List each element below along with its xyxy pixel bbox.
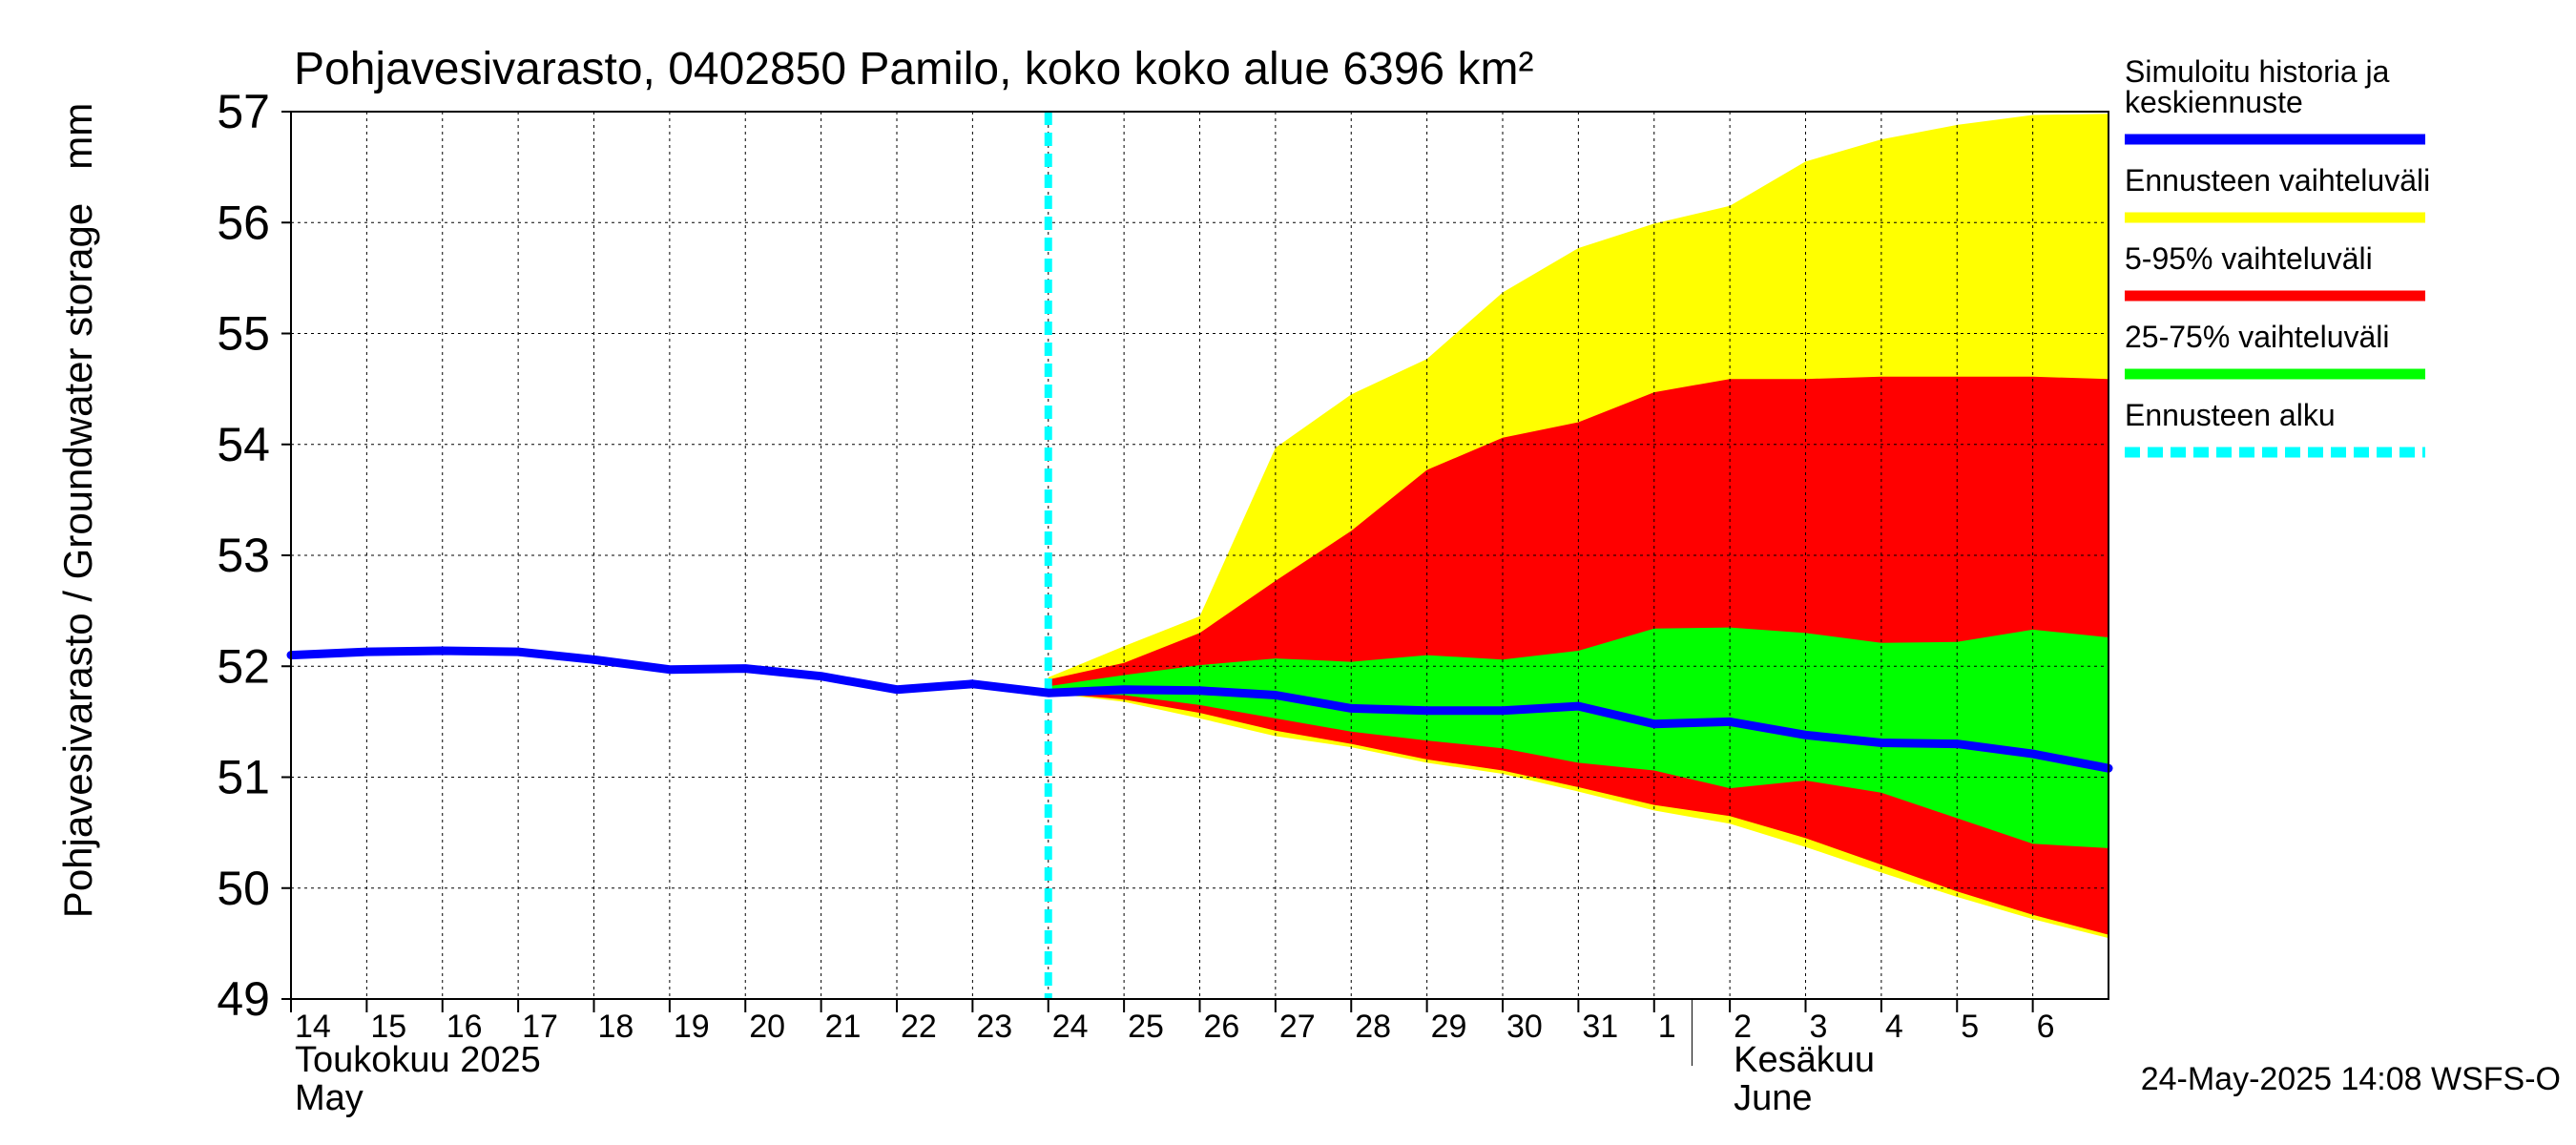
x-tick-label: 15 [370, 1009, 406, 1045]
month-label: June [1734, 1078, 1812, 1118]
x-tick-label: 29 [1431, 1009, 1467, 1045]
x-tick-label: 24 [1052, 1009, 1089, 1045]
x-axis-ticks: 14 15 16 17 18 19 20 21 22 23 24 25 26 27 28 29 30 31 1 2 3 4… [290, 999, 2055, 1045]
history-line-group [286, 646, 2113, 773]
x-tick-label: 22 [901, 1009, 937, 1045]
x-tick-label: 19 [674, 1009, 710, 1045]
footer-timestamp: 24-May-2025 14:08 WSFS-O [2141, 1061, 2561, 1097]
x-tick-label: 1 [1658, 1009, 1676, 1045]
y-tick-label: 49 [217, 972, 270, 1026]
band-2 [1048, 627, 2109, 848]
legend-label: Ennusteen alku [2125, 398, 2336, 432]
x-tick-label: 27 [1279, 1009, 1316, 1045]
legend-label: 5-95% vaihteluväli [2125, 241, 2373, 276]
legend-label: 25-75% vaihteluväli [2125, 320, 2390, 354]
x-tick-label: 21 [825, 1009, 862, 1045]
y-tick-label: 54 [217, 418, 270, 471]
x-tick-label: 26 [1204, 1009, 1240, 1045]
y-axis-ticks: 49 50 51 52 53 54 55 56 57 [217, 85, 291, 1026]
y-tick-label: 53 [217, 529, 270, 582]
x-tick-label: 14 [295, 1009, 331, 1045]
x-tick-label: 18 [598, 1009, 634, 1045]
y-tick-label: 51 [217, 751, 270, 804]
legend-label: Ennusteen vaihteluväli [2125, 163, 2430, 198]
x-tick-label: 2 [1734, 1009, 1752, 1045]
chart-title: Pohjavesivarasto, 0402850 Pamilo, koko k… [294, 44, 1533, 94]
y-tick-label: 56 [217, 196, 270, 249]
y-tick-label: 50 [217, 862, 270, 915]
x-tick-label: 23 [976, 1009, 1012, 1045]
month-label: Toukokuu 2025 [295, 1040, 541, 1080]
y-tick-label: 52 [217, 639, 270, 693]
x-tick-label: 16 [447, 1009, 483, 1045]
y-axis-label: Pohjavesivarasto / Groundwater storage m… [55, 103, 100, 918]
x-tick-label: 4 [1885, 1009, 1903, 1045]
x-tick-label: 5 [1961, 1009, 1979, 1045]
y-tick-label: 57 [217, 85, 270, 138]
x-tick-label: 3 [1810, 1009, 1828, 1045]
month-label: Kesäkuu [1734, 1040, 1875, 1080]
x-tick-label: 6 [2037, 1009, 2055, 1045]
x-tick-label: 28 [1355, 1009, 1391, 1045]
x-tick-label: 31 [1582, 1009, 1618, 1045]
x-tick-label: 17 [522, 1009, 558, 1045]
x-tick-label: 20 [749, 1009, 785, 1045]
x-tick-label: 25 [1128, 1009, 1164, 1045]
x-tick-label: 30 [1506, 1009, 1543, 1045]
month-label: May [295, 1078, 364, 1118]
history-line [286, 646, 2113, 773]
legend-label: Simuloitu historia ja [2125, 54, 2390, 89]
y-tick-label: 55 [217, 307, 270, 361]
legend-label: keskiennuste [2125, 85, 2303, 119]
